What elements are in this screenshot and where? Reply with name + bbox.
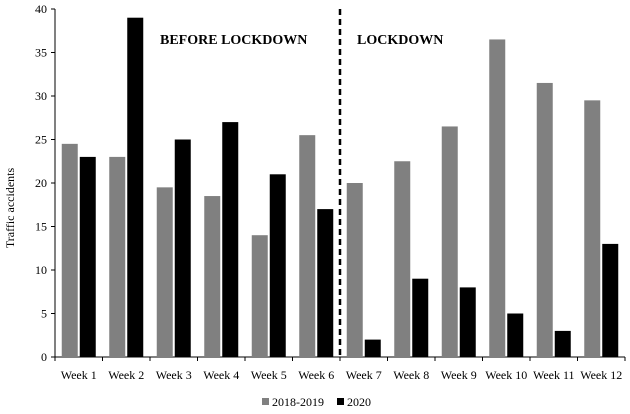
x-tick-label: Week 1 bbox=[61, 368, 97, 382]
bar-2020-week-3 bbox=[174, 139, 191, 357]
x-axis: Week 1 Week 2 Week 3 Week 4 Week 5 Week 6 Week… bbox=[54, 356, 626, 382]
y-axis-label: Traffic accidents bbox=[3, 168, 17, 249]
bar-2020-week-1 bbox=[79, 156, 96, 357]
bar-2020-week-2 bbox=[127, 17, 144, 357]
x-tick-label: Week 10 bbox=[485, 368, 527, 382]
bar-2018-2019-week-1 bbox=[61, 143, 78, 357]
bar-2018-2019-week-2 bbox=[109, 156, 126, 357]
bar-2018-2019-week-9 bbox=[441, 126, 458, 357]
bar-2020-week-6 bbox=[317, 209, 334, 357]
y-tick-label: 40 bbox=[35, 2, 47, 16]
bar-2018-2019-week-3 bbox=[156, 187, 173, 357]
x-tick-label: Week 4 bbox=[203, 368, 239, 382]
y-tick-label: 35 bbox=[35, 46, 47, 60]
x-tick-label: Week 7 bbox=[346, 368, 382, 382]
legend-swatch-2018-2019 bbox=[262, 398, 269, 405]
x-tick-label: Week 2 bbox=[108, 368, 144, 382]
bar-2018-2019-week-12 bbox=[584, 100, 601, 357]
y-tick-label: 0 bbox=[41, 350, 47, 364]
x-tick-label: Week 9 bbox=[441, 368, 477, 382]
bar-2020-week-8 bbox=[412, 278, 429, 357]
y-tick-label: 30 bbox=[35, 89, 47, 103]
bar-2018-2019-week-4 bbox=[204, 196, 221, 357]
annotation-lockdown: LOCKDOWN bbox=[357, 33, 443, 48]
bar-2018-2019-week-10 bbox=[489, 39, 506, 357]
bar-2020-week-11 bbox=[554, 330, 571, 357]
legend-label: 2018-2019 bbox=[272, 395, 324, 409]
y-tick-label: 20 bbox=[35, 176, 47, 190]
x-tick-label: Week 12 bbox=[580, 368, 622, 382]
bar-2020-week-4 bbox=[222, 122, 239, 357]
x-tick-label: Week 3 bbox=[156, 368, 192, 382]
bar-2020-week-5 bbox=[269, 174, 286, 357]
y-axis: 0 5 10 15 20 25 30 35 40 bbox=[35, 2, 56, 364]
bar-2020-week-7 bbox=[364, 339, 381, 357]
y-tick-label: 15 bbox=[35, 220, 47, 234]
bar-2018-2019-week-5 bbox=[251, 235, 268, 357]
legend: 2018-2019 2020 bbox=[262, 395, 371, 409]
y-tick-label: 25 bbox=[35, 133, 47, 147]
bar-2018-2019-week-6 bbox=[299, 135, 316, 357]
bar-2020-week-9 bbox=[459, 287, 476, 357]
bars bbox=[61, 17, 619, 357]
bar-2020-week-12 bbox=[602, 243, 619, 357]
annotation-before-lockdown: BEFORE LOCKDOWN bbox=[160, 33, 307, 48]
x-tick-label: Week 8 bbox=[393, 368, 429, 382]
x-tick-label: Week 6 bbox=[298, 368, 334, 382]
legend-label: 2020 bbox=[347, 395, 371, 409]
bar-2018-2019-week-7 bbox=[346, 183, 363, 357]
bar-2018-2019-week-8 bbox=[394, 161, 411, 357]
x-tick-label: Week 11 bbox=[533, 368, 575, 382]
y-tick-label: 10 bbox=[35, 263, 47, 277]
bar-2020-week-10 bbox=[507, 313, 524, 357]
bar-2018-2019-week-11 bbox=[536, 82, 553, 357]
legend-swatch-2020 bbox=[337, 398, 344, 405]
x-tick-label: Week 5 bbox=[251, 368, 287, 382]
y-tick-label: 5 bbox=[41, 307, 47, 321]
